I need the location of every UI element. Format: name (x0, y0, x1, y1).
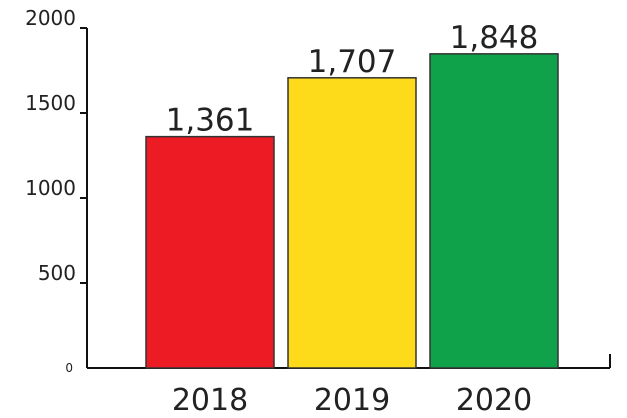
data-label-2020: 1,848 (450, 20, 539, 56)
y-tick-label: 2000 (25, 6, 76, 30)
data-label-2018: 1,361 (166, 103, 255, 139)
y-axis: 0 500 1000 1500 2000 (25, 6, 88, 375)
y-tick-label: 1000 (25, 176, 76, 200)
bars (145, 53, 559, 369)
x-tick-label-2018: 2018 (172, 383, 248, 418)
data-label-2019: 1,707 (308, 44, 397, 80)
y-tick-label: 0 (65, 361, 73, 375)
y-tick-label: 500 (38, 261, 76, 285)
y-tick-label: 1500 (25, 91, 76, 115)
bar-2018 (145, 135, 275, 369)
bar-2020 (429, 53, 559, 369)
data-labels: 1,361 1,707 1,848 (166, 20, 539, 139)
bar-2019 (287, 77, 417, 369)
x-tick-label-2020: 2020 (456, 383, 532, 418)
x-tick-label-2019: 2019 (314, 383, 390, 418)
